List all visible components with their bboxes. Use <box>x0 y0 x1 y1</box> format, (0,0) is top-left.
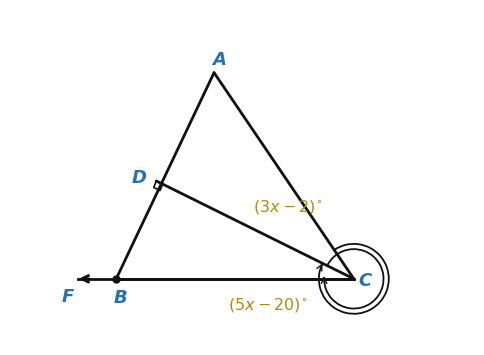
Text: $(5x-20)^{\circ}$: $(5x-20)^{\circ}$ <box>228 296 308 314</box>
Text: $(3x-2)^{\circ}$: $(3x-2)^{\circ}$ <box>253 198 322 216</box>
Text: F: F <box>61 288 74 306</box>
Text: A: A <box>212 51 226 70</box>
Text: D: D <box>132 169 147 187</box>
Text: C: C <box>358 272 372 290</box>
Text: B: B <box>114 289 127 307</box>
